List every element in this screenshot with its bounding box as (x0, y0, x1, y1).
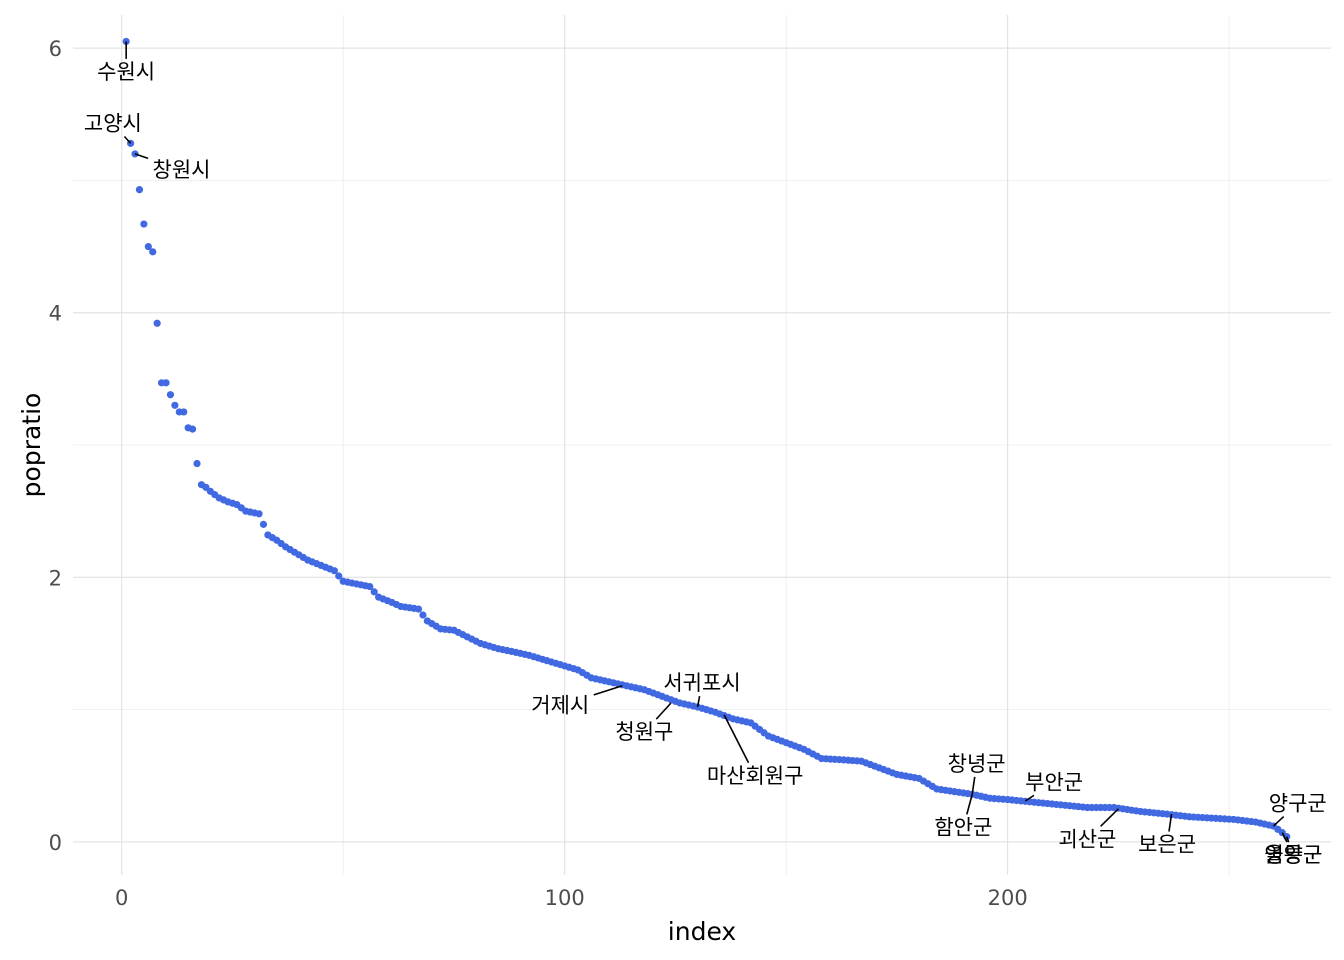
data-point (144, 242, 152, 251)
data-points (122, 37, 1291, 841)
annotation-leader-line (123, 135, 132, 144)
y-tick-label: 0 (49, 831, 62, 855)
data-point (171, 401, 179, 409)
annotation-label: 마산회원구 (707, 764, 804, 788)
data-point (153, 319, 161, 327)
annotation-leader-line (1024, 794, 1035, 802)
annotation-label: 서귀포시 (663, 671, 740, 695)
y-tick-label: 6 (49, 37, 62, 61)
annotation-leader-line (655, 702, 672, 720)
data-point (366, 582, 374, 591)
annotation-leader-line (1100, 808, 1119, 827)
data-point (330, 567, 338, 575)
annotation-leader-line (971, 776, 976, 795)
annotation-label: 울릉군 (1264, 843, 1322, 867)
x-tick-label: 0 (115, 886, 128, 910)
data-point (414, 605, 423, 613)
chart-grid (73, 15, 1331, 875)
annotation-label: 창녕군 (948, 752, 1006, 776)
data-point (166, 391, 175, 399)
annotation-leader-line (593, 685, 623, 696)
annotation-label: 보은군 (1138, 833, 1196, 857)
data-point (419, 611, 427, 619)
annotation-leader-line (134, 153, 149, 160)
annotation-leader-line (1272, 815, 1285, 827)
annotation-label: 괴산군 (1058, 827, 1116, 851)
annotation-label: 수원시 (97, 60, 155, 84)
annotation-leader-line (966, 794, 973, 815)
annotation-label: 청원구 (615, 720, 673, 744)
data-point (140, 220, 148, 228)
annotation-label: 부안군 (1025, 770, 1083, 794)
data-point (335, 572, 343, 580)
annotation-leader-line (1285, 836, 1290, 843)
data-point (162, 379, 170, 387)
data-point (188, 425, 197, 433)
data-point (259, 520, 268, 528)
annotation-label: 창원시 (153, 158, 211, 182)
x-axis-title: index (668, 917, 736, 946)
data-point (135, 186, 144, 194)
y-tick-label: 4 (49, 302, 62, 326)
annotation-label: 고양시 (84, 111, 142, 135)
annotation-leader-line (1168, 814, 1173, 832)
annotation-leader-line (696, 696, 701, 708)
data-point (193, 459, 201, 468)
annotation-leader-line (723, 714, 750, 764)
annotation-label: 양구군 (1269, 792, 1327, 816)
axis-ticks: 0 100 200 0 2 4 6 (49, 37, 1028, 910)
data-point (180, 408, 188, 416)
x-tick-label: 100 (545, 886, 585, 910)
annotation-label: 함안군 (934, 815, 992, 839)
data-point (255, 510, 263, 518)
y-axis-title: popratio (17, 393, 46, 498)
data-point (131, 150, 139, 158)
annotation-label: 거제시 (531, 694, 589, 718)
data-point (149, 248, 157, 256)
x-tick-label: 200 (988, 886, 1028, 910)
y-tick-label: 2 (49, 566, 62, 590)
data-point (370, 588, 378, 596)
annotation-leader-line (1281, 832, 1288, 843)
annotation-label: 영양군 (1264, 843, 1322, 867)
